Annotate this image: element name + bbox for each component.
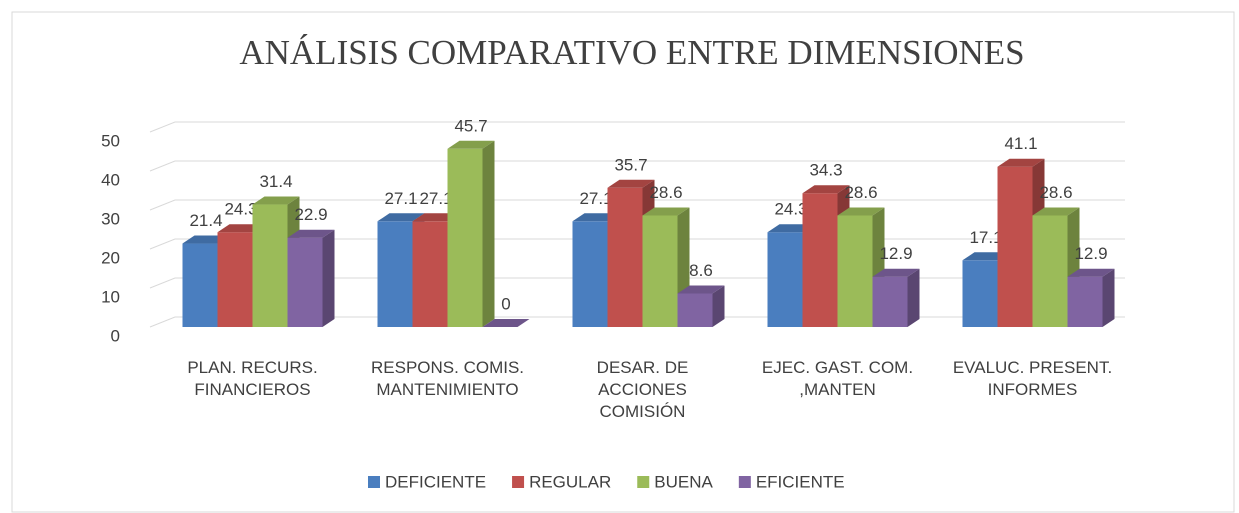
data-label: 28.6	[649, 183, 682, 202]
bar	[1067, 268, 1115, 327]
data-label: 21.4	[189, 211, 222, 230]
bar-face	[1102, 268, 1115, 327]
bar-face	[767, 232, 803, 327]
bar-face	[642, 215, 678, 327]
bar-face	[1032, 207, 1080, 216]
bar-face	[572, 221, 608, 327]
x-tick-label: PLAN. RECURS. FINANCIEROS	[187, 358, 318, 399]
bar	[1032, 207, 1080, 327]
bar-face	[712, 285, 725, 327]
data-label: 24.3	[774, 200, 807, 219]
data-label: 24.3	[224, 200, 257, 219]
bar	[482, 319, 530, 327]
data-label: 28.6	[844, 183, 877, 202]
data-label: 8.6	[689, 261, 713, 280]
grid-line	[149, 121, 1125, 133]
bar-face	[1067, 276, 1103, 327]
chart-border	[11, 11, 1235, 513]
bar	[287, 229, 335, 327]
bar-face	[482, 140, 495, 327]
data-label: 17.1	[969, 228, 1002, 247]
bar-face	[252, 196, 300, 205]
bar-face	[322, 229, 335, 327]
bar-face	[872, 268, 920, 277]
legend-label: DEFICIENTE	[385, 472, 486, 491]
bar-face	[962, 260, 998, 327]
legend-swatch	[738, 476, 751, 488]
bar-face	[217, 232, 253, 327]
data-label: 27.1	[579, 189, 612, 208]
data-label: 41.1	[1004, 134, 1037, 153]
data-label: 27.1	[384, 189, 417, 208]
bar	[872, 268, 920, 327]
bar-face	[482, 319, 530, 327]
bar-face	[252, 204, 288, 327]
bar-face	[607, 179, 655, 188]
bar-face	[677, 293, 713, 327]
data-label: 34.3	[809, 161, 842, 180]
data-label: 22.9	[294, 205, 327, 224]
bar-face	[907, 268, 920, 327]
bar-face	[802, 185, 850, 194]
bar-face	[377, 221, 413, 327]
x-tick-label: EJEC. GAST. COM. ,MANTEN	[761, 358, 914, 399]
bar-face	[872, 276, 908, 327]
bar-face	[642, 207, 690, 216]
data-label: 27.1	[419, 189, 452, 208]
bar-face	[182, 243, 218, 327]
bar-face	[1032, 215, 1068, 327]
y-tick-label: 40	[101, 170, 120, 189]
bar-face	[447, 148, 483, 327]
legend-label: BUENA	[654, 472, 713, 491]
data-label: 12.9	[1074, 244, 1107, 263]
bar-face	[447, 140, 495, 149]
bar-face	[287, 237, 323, 327]
bar	[997, 158, 1045, 327]
grid-line	[149, 160, 1125, 172]
bar-face	[412, 221, 448, 327]
bar-face	[997, 166, 1033, 327]
bar-face	[837, 207, 885, 216]
bar	[677, 285, 725, 327]
bar	[447, 140, 495, 327]
x-tick-label: DESAR. DE ACCIONES COMISIÓN	[596, 358, 689, 421]
legend-swatch	[637, 476, 650, 488]
bar-face	[677, 285, 725, 294]
y-tick-label: 10	[101, 287, 120, 306]
x-tick-label: EVALUC. PRESENT. INFORMES	[952, 358, 1113, 399]
bar-face	[837, 215, 873, 327]
bar-face	[802, 193, 838, 327]
legend-swatch	[512, 476, 525, 488]
bar-face	[607, 187, 643, 327]
x-tick-label: RESPONS. COMIS. MANTENIMIENTO	[370, 358, 525, 399]
bar-face	[997, 158, 1045, 167]
bar-face	[1067, 268, 1115, 277]
legend-swatch	[368, 476, 380, 488]
y-tick-label: 0	[111, 326, 120, 345]
bar-face	[287, 229, 335, 238]
data-label: 28.6	[1039, 183, 1072, 202]
legend-label: REGULAR	[529, 472, 611, 491]
y-tick-label: 30	[101, 209, 120, 228]
data-label: 35.7	[614, 155, 647, 174]
y-tick-label: 50	[101, 131, 120, 150]
bar-face	[377, 213, 425, 222]
data-label: 45.7	[454, 116, 487, 135]
legend-label: EFICIENTE	[756, 472, 845, 491]
data-label: 31.4	[259, 172, 292, 191]
data-label: 12.9	[879, 244, 912, 263]
chart-title: ANÁLISIS COMPARATIVO ENTRE DIMENSIONES	[239, 33, 1024, 72]
data-label: 0	[501, 294, 510, 313]
y-tick-label: 20	[101, 248, 120, 267]
